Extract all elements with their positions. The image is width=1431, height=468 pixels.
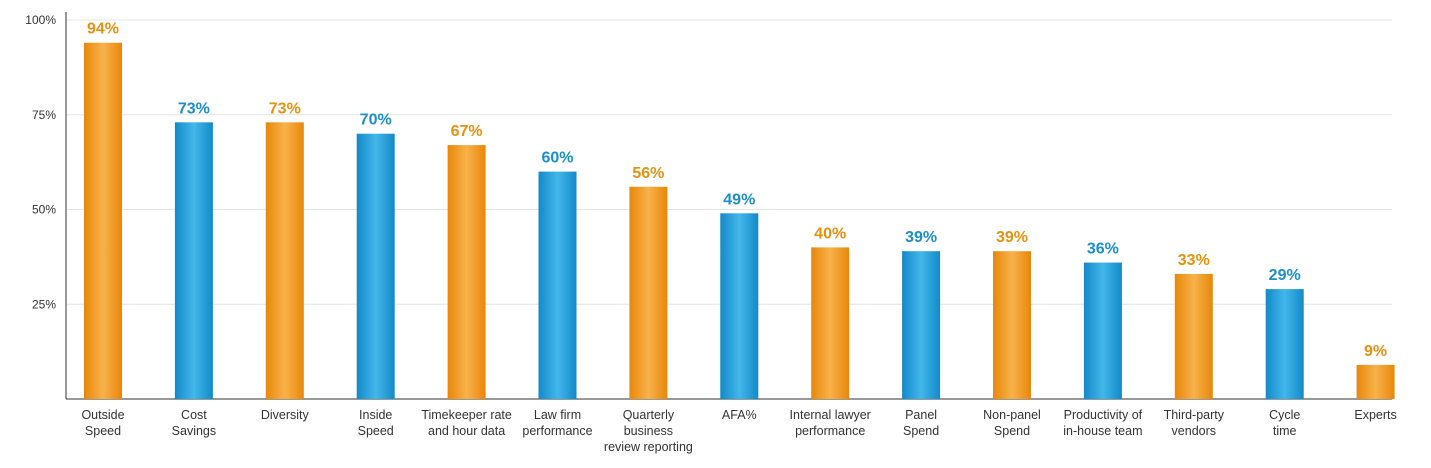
x-tick-label: Internal lawyer performance: [790, 408, 871, 438]
x-tick-label-line: Panel: [905, 408, 937, 422]
bar: [174, 122, 213, 399]
data-label: 73%: [178, 100, 210, 117]
data-label: 56%: [632, 165, 664, 182]
data-label: 94%: [87, 21, 119, 38]
x-tick-label: Experts: [1354, 408, 1396, 422]
x-tick-label-line: Productivity of: [1064, 408, 1143, 422]
data-label: 39%: [905, 229, 937, 246]
x-tick-label-line: Internal lawyer: [790, 408, 871, 422]
data-label: 70%: [360, 112, 392, 129]
bar: [1356, 364, 1395, 399]
bars: [84, 42, 1395, 400]
x-tick-label-line: Spend: [903, 424, 939, 438]
x-tick-label: Quarterly business review reporting: [604, 408, 693, 454]
x-tick-label-line: Savings: [172, 424, 216, 438]
x-tick-label-line: time: [1273, 424, 1297, 438]
data-label: 39%: [996, 229, 1028, 246]
bar: [1174, 273, 1213, 399]
data-labels: 94% 73% 73% 70% 67% 60% 56% 49% 40% 39% 39% 36% 33% 2…: [87, 21, 1387, 360]
data-label: 49%: [723, 191, 755, 208]
bar: [84, 42, 122, 400]
x-tick-label: Law firm performance: [522, 408, 592, 438]
data-label: 33%: [1178, 252, 1210, 269]
bar: [538, 171, 577, 399]
x-tick-label-line: AFA%: [722, 408, 757, 422]
bar: [1083, 262, 1122, 399]
x-tick-label-line: Cost: [181, 408, 207, 422]
x-tick-label-line: Inside: [359, 408, 392, 422]
data-label: 9%: [1364, 343, 1387, 360]
data-label: 60%: [541, 150, 573, 167]
data-label: 73%: [269, 100, 301, 117]
bar: [811, 247, 850, 399]
x-tick-label-line: Speed: [358, 424, 394, 438]
x-tick-label-line: Quarterly: [623, 408, 675, 422]
data-label: 29%: [1269, 267, 1301, 284]
y-tick-label: 100%: [25, 13, 56, 27]
x-tick-label-line: Outside: [81, 408, 124, 422]
bar: [265, 122, 304, 399]
x-tick-label: Productivity of in-house team: [1063, 408, 1142, 438]
x-tick-label-line: Law firm: [534, 408, 581, 422]
x-tick-label-line: business: [624, 424, 673, 438]
x-tick-label-line: review reporting: [604, 440, 693, 454]
x-tick-label: Cycle time: [1269, 408, 1300, 438]
y-tick-label: 50%: [32, 203, 56, 217]
y-tick-label: 75%: [32, 108, 56, 122]
data-label: 36%: [1087, 241, 1119, 258]
bar: [902, 251, 941, 399]
bar: [720, 213, 759, 399]
x-tick-label-line: and hour data: [428, 424, 505, 438]
y-tick-label: 25%: [32, 297, 56, 311]
x-tick-label-line: Cycle: [1269, 408, 1300, 422]
x-tick-label: Timekeeper rate and hour data: [421, 408, 512, 438]
x-tick-label-line: vendors: [1172, 424, 1216, 438]
x-tick-label: Cost Savings: [172, 408, 216, 438]
bar: [993, 251, 1031, 399]
data-label: 40%: [814, 225, 846, 242]
x-tick-label: Panel Spend: [903, 408, 939, 438]
bar: [1265, 289, 1304, 399]
x-tick-label-line: in-house team: [1063, 424, 1142, 438]
bar: [356, 133, 395, 399]
x-tick-label-line: Diversity: [261, 408, 310, 422]
x-tick-label: Diversity: [261, 408, 310, 422]
bar: [629, 186, 668, 399]
x-tick-label: Outside Speed: [81, 408, 124, 438]
x-tick-label: Third-party vendors: [1164, 408, 1225, 438]
x-tick-label: Inside Speed: [358, 408, 394, 438]
x-tick-label-line: performance: [795, 424, 865, 438]
x-tick-label-line: Experts: [1354, 408, 1396, 422]
category-labels: Outside Speed Cost Savings Diversity Inside Sp…: [81, 408, 1396, 454]
data-label: 67%: [451, 123, 483, 140]
x-tick-label-line: Spend: [994, 424, 1030, 438]
x-tick-label: Non-panel Spend: [983, 408, 1041, 438]
x-tick-label-line: Timekeeper rate: [421, 408, 512, 422]
x-tick-label: AFA%: [722, 408, 757, 422]
x-tick-label-line: Non-panel: [983, 408, 1041, 422]
x-tick-label-line: Speed: [85, 424, 121, 438]
x-tick-label-line: Third-party: [1164, 408, 1225, 422]
bar: [447, 145, 486, 399]
x-tick-label-line: performance: [522, 424, 592, 438]
